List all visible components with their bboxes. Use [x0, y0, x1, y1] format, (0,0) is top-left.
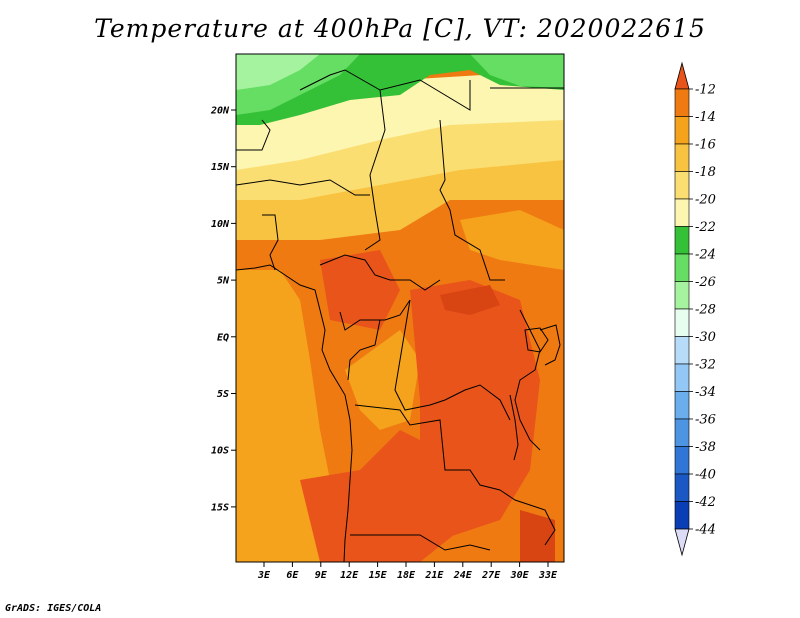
colorbar-label: -16	[695, 138, 716, 153]
colorbar-label: -14	[695, 110, 716, 125]
border-north-3	[439, 119, 505, 281]
field-hot-center	[320, 250, 400, 330]
colorbar-label: -24	[695, 248, 716, 263]
lat-label: 15N	[211, 162, 230, 173]
field-hot-southeast	[520, 510, 555, 562]
colorbar-label: -18	[695, 165, 716, 180]
plot-frame	[235, 53, 565, 563]
border-west-2	[236, 179, 370, 196]
colorbar-segment	[674, 418, 690, 447]
colorbar-label: -36	[695, 413, 716, 428]
lon-label: 24E	[453, 570, 473, 581]
lat-label: 5N	[217, 276, 230, 287]
temperature-field	[236, 54, 564, 562]
coastline-west	[236, 264, 353, 562]
country-borders	[236, 69, 564, 562]
colorbar-segment	[674, 501, 690, 530]
colorbar-label: -26	[695, 275, 716, 290]
field-light-green-ne	[470, 54, 564, 88]
border-east-2	[539, 324, 561, 366]
colorbar-segment	[674, 473, 690, 502]
lon-label: 6E	[286, 570, 299, 581]
lon-label: 33E	[538, 570, 558, 581]
lat-label: 5S	[217, 389, 229, 400]
colorbar-segment	[674, 171, 690, 200]
colorbar-segment	[674, 363, 690, 392]
colorbar-segment	[674, 446, 690, 475]
colorbar-segment	[674, 143, 690, 172]
lon-label: 9E	[315, 570, 328, 581]
border-west-1	[236, 119, 271, 151]
colorbar-segment	[674, 88, 690, 117]
lon-label: 21E	[424, 570, 444, 581]
lat-label: 10N	[211, 219, 230, 230]
field-orange-east	[460, 210, 564, 270]
lat-label: 15S	[211, 502, 229, 513]
field-hot-core	[440, 285, 500, 315]
lat-label: EQ	[217, 332, 229, 343]
colorbar-segment	[674, 198, 690, 227]
colorbar-bottom-arrow	[674, 528, 690, 557]
grads-credit: GrADS: IGES/COLA	[5, 603, 102, 614]
colorbar-segment	[674, 281, 690, 310]
lake-tanganyika	[509, 394, 519, 461]
lat-label: 10S	[211, 446, 229, 457]
border-east-3	[499, 489, 556, 546]
border-center-4	[394, 299, 511, 421]
border-west-3	[262, 214, 279, 271]
field-hot-south	[300, 430, 460, 562]
lon-label: 30E	[510, 570, 530, 581]
colorbar-segment	[674, 391, 690, 420]
colorbar-label: -28	[695, 303, 716, 318]
border-south-2	[350, 534, 491, 551]
lat-axis: 20N 15N 10N 5N EQ 5S 10S 15S	[210, 106, 236, 513]
lon-label: 15E	[369, 570, 388, 581]
colorbar-label: -42	[695, 495, 716, 510]
colorbar-label: -30	[695, 330, 716, 345]
colorbar-label: -12	[695, 83, 716, 98]
chart-title: Temperature at 400hPa [C], VT: 202002261…	[94, 14, 706, 43]
colorbar-label: -22	[695, 220, 716, 235]
colorbar-label: -40	[695, 468, 716, 483]
colorbar-label: -34	[695, 385, 716, 400]
colorbar-top-arrow	[674, 61, 690, 90]
border-center-3	[347, 319, 381, 381]
lon-axis: 3E 6E 9E 12E 15E 18E 21E 24E 27E 30E 33E	[257, 562, 558, 581]
colorbar-segment	[674, 116, 690, 145]
colorbar-segment	[674, 226, 690, 255]
lon-label: 18E	[397, 570, 416, 581]
colorbar: -12 -14 -16 -18 -20 -22 -24 -26 -28 -30 -32 -34 -36 -…	[674, 61, 716, 557]
colorbar-segment	[674, 253, 690, 282]
border-east-1	[514, 309, 541, 451]
colorbar-label: -20	[695, 193, 716, 208]
field-pale-green	[236, 54, 320, 90]
lon-label: 12E	[340, 570, 359, 581]
border-center-1	[319, 254, 441, 291]
lon-label: 27E	[481, 570, 501, 581]
border-south-1	[354, 404, 501, 491]
colorbar-segment	[674, 336, 690, 365]
border-north-2	[364, 89, 386, 251]
colorbar-segment	[674, 308, 690, 337]
lon-label: 3E	[257, 570, 271, 581]
colorbar-label: -38	[695, 440, 716, 455]
lake-victoria	[524, 327, 549, 353]
colorbar-label: -32	[695, 358, 716, 373]
colorbar-label: -44	[695, 523, 716, 538]
border-center-2	[339, 299, 411, 331]
lat-label: 20N	[210, 106, 230, 117]
